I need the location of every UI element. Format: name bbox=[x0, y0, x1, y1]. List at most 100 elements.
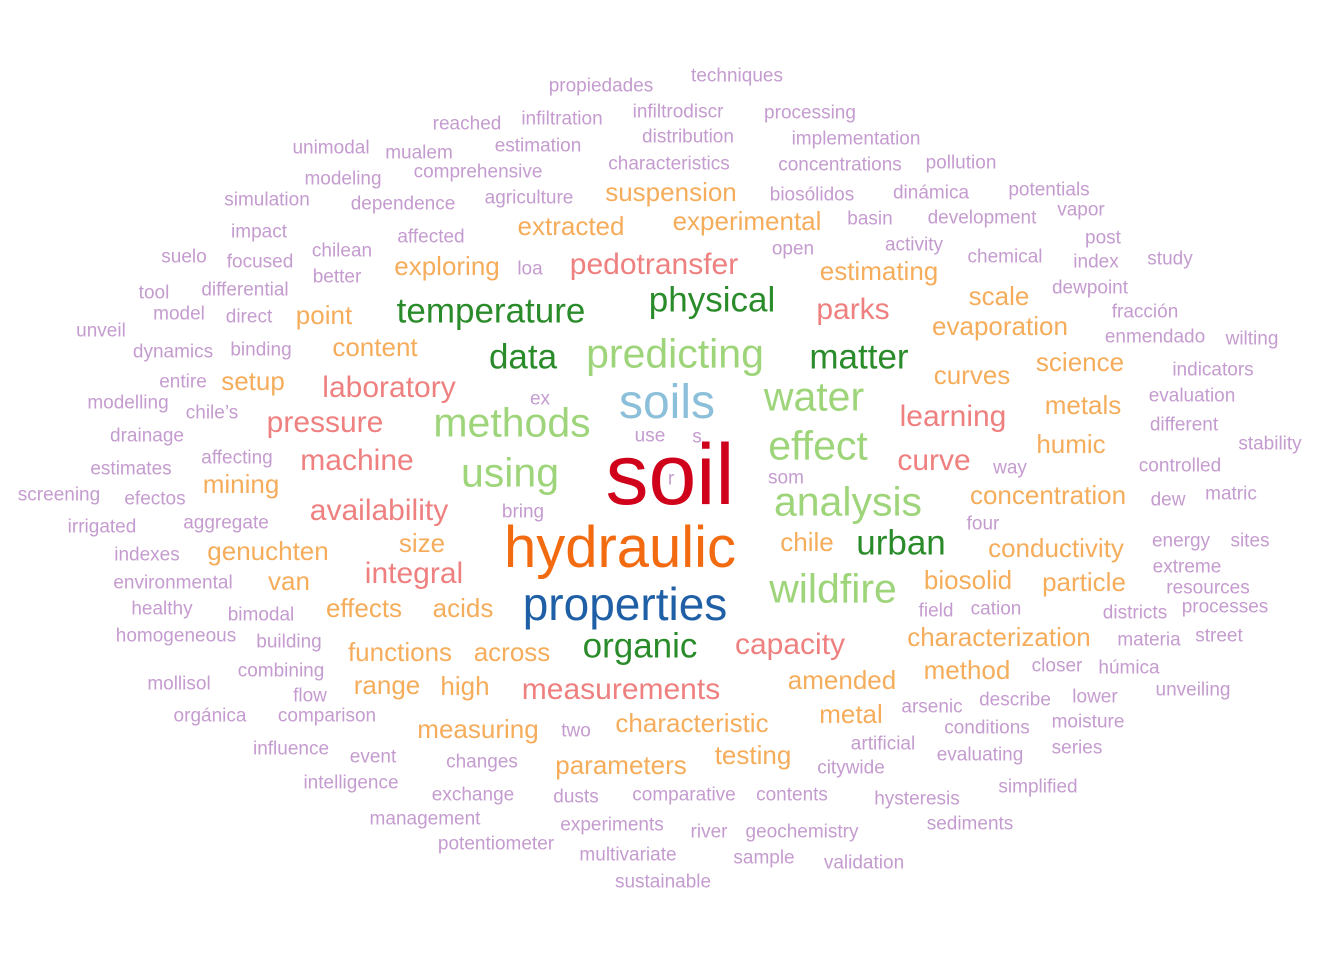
word-unveil: unveil bbox=[76, 320, 126, 342]
word-bring: bring bbox=[501, 501, 545, 523]
word-management: management bbox=[369, 808, 481, 830]
word-curve: curve bbox=[897, 444, 971, 477]
word-testing: testing bbox=[714, 740, 792, 770]
word-basin: basin bbox=[847, 208, 893, 230]
word-suelo: suelo bbox=[161, 246, 207, 268]
word-organic: organic bbox=[582, 626, 698, 666]
word-van: van bbox=[268, 566, 310, 596]
word-experiments: experiments bbox=[560, 814, 664, 836]
word-field: field bbox=[918, 600, 954, 622]
word-dinámica: dinámica bbox=[892, 182, 970, 204]
word-unveiling: unveiling bbox=[1155, 679, 1231, 701]
word-chile-s: chile’s bbox=[185, 402, 239, 424]
word-propiedades: propiedades bbox=[548, 75, 654, 97]
word-availability: availability bbox=[309, 494, 449, 527]
word-healthy: healthy bbox=[131, 598, 193, 620]
word-temperature: temperature bbox=[396, 291, 586, 331]
word-mining: mining bbox=[202, 469, 280, 499]
word-method: method bbox=[923, 655, 1011, 685]
word-stability: stability bbox=[1238, 433, 1302, 455]
word-comprehensive: comprehensive bbox=[413, 161, 543, 183]
word-distribution: distribution bbox=[642, 126, 734, 148]
word-urban: urban bbox=[856, 523, 946, 563]
word-parks: parks bbox=[816, 293, 890, 326]
word-model: model bbox=[153, 303, 205, 325]
word-chile: chile bbox=[780, 527, 834, 557]
word-closer: closer bbox=[1031, 655, 1083, 677]
word-across: across bbox=[473, 637, 551, 667]
word-metal: metal bbox=[819, 699, 883, 729]
word-curves: curves bbox=[933, 360, 1011, 390]
word-focused: focused bbox=[226, 251, 294, 273]
word-processes: processes bbox=[1181, 596, 1269, 618]
word-exchange: exchange bbox=[431, 784, 515, 806]
word-point: point bbox=[295, 300, 353, 330]
word-physical: physical bbox=[648, 280, 776, 320]
word-environmental: environmental bbox=[113, 572, 233, 594]
word-effects: effects bbox=[325, 593, 403, 623]
word-wildfire: wildfire bbox=[769, 565, 897, 612]
word-indicators: indicators bbox=[1172, 359, 1254, 381]
word-aggregate: aggregate bbox=[183, 512, 269, 534]
word-describe: describe bbox=[979, 689, 1051, 711]
word-soil: soil bbox=[605, 427, 735, 523]
word-scale: scale bbox=[968, 281, 1030, 311]
word-measurements: measurements bbox=[521, 673, 721, 706]
word-different: different bbox=[1149, 414, 1219, 436]
word-functions: functions bbox=[347, 637, 453, 667]
word-potentials: potentials bbox=[1008, 179, 1090, 201]
word-learning: learning bbox=[899, 400, 1007, 433]
word-changes: changes bbox=[446, 751, 518, 773]
word-drainage: drainage bbox=[110, 425, 184, 447]
word-size: size bbox=[398, 528, 446, 558]
word-extreme: extreme bbox=[1152, 556, 1222, 578]
word-pollution: pollution bbox=[925, 152, 997, 174]
word-energy: energy bbox=[1151, 530, 1211, 552]
word-loa: loa bbox=[517, 258, 543, 280]
word-modeling: modeling bbox=[304, 168, 382, 190]
word-methods: methods bbox=[433, 399, 591, 446]
word-districts: districts bbox=[1102, 602, 1168, 624]
word-multivariate: multivariate bbox=[579, 844, 677, 866]
word-r: r bbox=[667, 468, 675, 490]
word-hydraulic: hydraulic bbox=[503, 515, 737, 580]
word-sustainable: sustainable bbox=[614, 871, 712, 893]
word-biosólidos: biosólidos bbox=[769, 184, 855, 206]
word-estimating: estimating bbox=[819, 256, 939, 286]
word-dusts: dusts bbox=[553, 786, 599, 808]
word-experimental: experimental bbox=[672, 206, 822, 236]
word-reached: reached bbox=[432, 113, 502, 135]
word-húmica: húmica bbox=[1098, 657, 1160, 679]
word-using: using bbox=[460, 449, 560, 496]
word-extracted: extracted bbox=[517, 211, 625, 241]
word-estimation: estimation bbox=[494, 135, 582, 157]
word-particle: particle bbox=[1042, 567, 1126, 597]
word-evaporation: evaporation bbox=[932, 311, 1068, 341]
word-simulation: simulation bbox=[224, 189, 310, 211]
word-capacity: capacity bbox=[734, 628, 846, 661]
word-effect: effect bbox=[768, 422, 868, 469]
word-metals: metals bbox=[1044, 390, 1122, 420]
word-mollisol: mollisol bbox=[147, 673, 211, 695]
word-homogeneous: homogeneous bbox=[115, 625, 237, 647]
word-conditions: conditions bbox=[944, 717, 1030, 739]
word-flow: flow bbox=[293, 685, 327, 707]
word-screening: screening bbox=[17, 484, 101, 506]
word-comparative: comparative bbox=[632, 784, 736, 806]
word-setup: setup bbox=[221, 366, 285, 396]
word-validation: validation bbox=[823, 852, 905, 874]
word-materia: materia bbox=[1117, 629, 1181, 651]
word-two: two bbox=[561, 720, 591, 742]
word-vapor: vapor bbox=[1057, 199, 1105, 221]
word-affecting: affecting bbox=[201, 447, 273, 469]
word-hysteresis: hysteresis bbox=[874, 788, 960, 810]
word-lower: lower bbox=[1072, 686, 1118, 708]
word-pressure: pressure bbox=[266, 406, 384, 439]
word-indexes: indexes bbox=[114, 544, 180, 566]
word-artificial: artificial bbox=[850, 733, 916, 755]
word-infiltration: infiltration bbox=[521, 108, 603, 130]
word-dewpoint: dewpoint bbox=[1051, 277, 1129, 299]
word-data: data bbox=[488, 337, 558, 377]
word-characteristics: characteristics bbox=[608, 153, 730, 175]
